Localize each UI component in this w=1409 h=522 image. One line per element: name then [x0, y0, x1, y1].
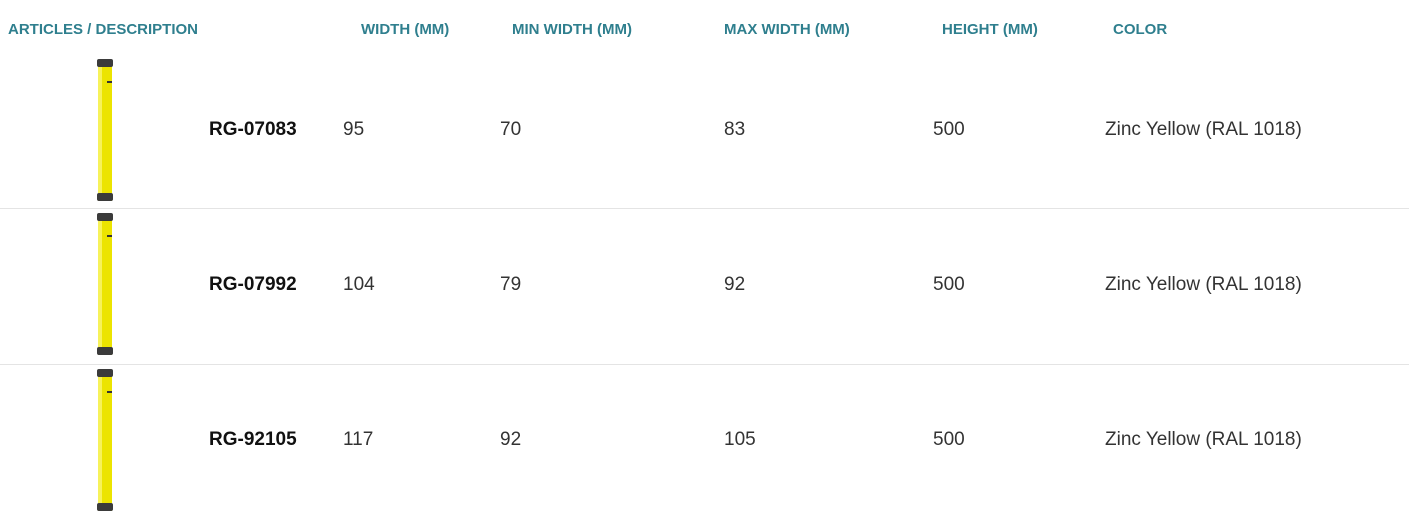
product-image	[90, 57, 120, 212]
header-cell: WIDTH (MM)	[361, 21, 449, 38]
table-cell: Zinc Yellow (RAL 1018)	[1105, 429, 1302, 451]
table-cell: 117	[343, 429, 373, 451]
table-cell: Zinc Yellow (RAL 1018)	[1105, 119, 1302, 141]
product-image	[90, 211, 120, 366]
table-cell: 95	[343, 119, 364, 141]
table-cell: 500	[933, 429, 965, 451]
table-row: RG-07992 104 79 92 500 Zinc Yellow (RAL 1018)	[0, 208, 1409, 365]
header-cell: MIN WIDTH (MM)	[512, 21, 632, 38]
product-image	[90, 367, 120, 522]
table-cell: 105	[724, 429, 756, 451]
header-cell: COLOR	[1113, 21, 1167, 38]
table-cell: 500	[933, 119, 965, 141]
header-cell: ARTICLES / DESCRIPTION	[8, 21, 198, 38]
article-code: RG-07083	[209, 119, 297, 141]
table-cell: 104	[343, 274, 375, 296]
table-row: RG-92105 117 92 105 500 Zinc Yellow (RAL 1018…	[0, 364, 1409, 519]
article-code: RG-07992	[209, 274, 297, 296]
table-cell: 92	[724, 274, 745, 296]
header-cell: HEIGHT (MM)	[942, 21, 1038, 38]
page: ARTICLES / DESCRIPTION WIDTH (MM) MIN WI…	[0, 0, 1409, 518]
table-cell: 92	[500, 429, 521, 451]
table-cell: Zinc Yellow (RAL 1018)	[1105, 274, 1302, 296]
table-cell: 500	[933, 274, 965, 296]
table-cell: 70	[500, 119, 521, 141]
table-cell: 83	[724, 119, 745, 141]
table-cell: 79	[500, 274, 521, 296]
article-code: RG-92105	[209, 429, 297, 451]
table-row: RG-07083 95 70 83 500 Zinc Yellow (RAL 1018)	[0, 55, 1409, 208]
header-cell: MAX WIDTH (MM)	[724, 21, 850, 38]
